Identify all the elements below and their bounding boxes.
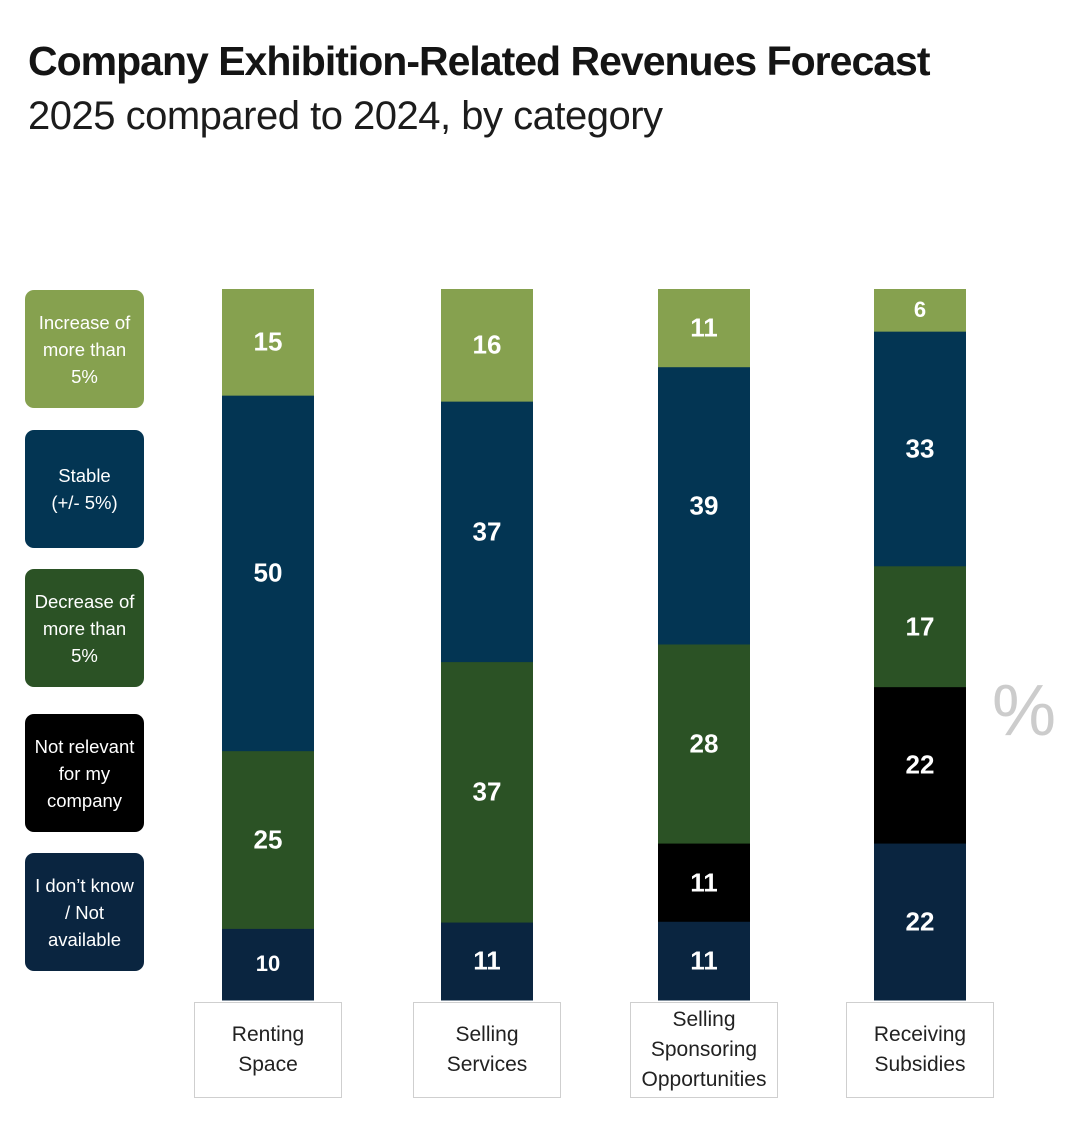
legend-text: available [47, 928, 121, 950]
data-label: 6 [913, 297, 927, 323]
legend-text: Not relevant [34, 735, 135, 757]
legend-text: I don’t know [35, 874, 134, 896]
data-label: 11 [690, 945, 718, 976]
chart-title: Company Exhibition-Related Revenues Fore… [28, 38, 931, 84]
bar-segment-increase [441, 289, 533, 403]
category-label: Receiving Subsidies [846, 1002, 994, 1098]
legend-text: 5% [71, 644, 98, 666]
bar-segment-unknown [441, 922, 533, 1001]
data-label: 17 [905, 611, 935, 642]
bar-segment-not-relevant [874, 687, 966, 845]
data-label: 22 [905, 906, 935, 937]
legend-item-increase: Increase of more than 5% [25, 290, 144, 408]
bar-segment-increase [222, 289, 314, 397]
legend-text: (+/- 5%) [51, 492, 118, 513]
bar-segment-unknown [222, 928, 314, 1001]
bar-segment-decrease [874, 566, 966, 688]
data-label: 37 [472, 776, 502, 807]
bar-segment-stable [222, 395, 314, 752]
category-label-line: Services [446, 1053, 528, 1076]
legend-item-stable: Stable (+/- 5%) [25, 430, 144, 548]
bar-segment-decrease [441, 662, 533, 924]
legend-text: for my [58, 762, 111, 784]
category-label-line: Selling [672, 1008, 736, 1031]
legend-text: more than [42, 338, 127, 360]
bar-segment-decrease [658, 644, 750, 845]
category-label: Renting Space [194, 1002, 342, 1098]
data-label: 11 [690, 867, 718, 898]
category-label-line: Space [238, 1053, 298, 1076]
data-label: 22 [905, 749, 935, 780]
legend-text: more than [42, 617, 127, 639]
legend-text: Increase of [38, 311, 131, 333]
bar-segment-decrease [222, 751, 314, 930]
data-label: 39 [689, 490, 719, 521]
data-label: 15 [253, 326, 283, 357]
legend-text: / Not [64, 901, 105, 923]
bar-segment-stable [441, 401, 533, 663]
category-label: Selling Sponsoring Opportunities [630, 1002, 778, 1098]
data-label: 16 [472, 329, 502, 360]
legend-text: Stable [58, 465, 111, 486]
legend-item-unknown: I don’t know / Not available [25, 853, 144, 971]
data-label: 10 [255, 951, 281, 977]
category-label-line: Sponsoring [650, 1038, 758, 1061]
legend-text: company [46, 789, 123, 811]
category-label-line: Receiving [873, 1023, 967, 1046]
data-label: 37 [472, 516, 502, 547]
data-label: 25 [253, 824, 283, 855]
bar-segment-stable [658, 367, 750, 645]
category-label-line: Opportunities [641, 1068, 767, 1091]
bar-segment-stable [874, 331, 966, 567]
legend-text: 5% [71, 365, 98, 387]
category-label-line: Subsidies [874, 1053, 966, 1076]
category-label-line: Renting [231, 1023, 305, 1046]
bar-segment-increase [874, 289, 966, 333]
data-label: 33 [905, 433, 935, 464]
unit-label: % [992, 671, 1057, 751]
data-label: 11 [690, 312, 718, 343]
category-label: Selling Services [413, 1002, 561, 1098]
legend-item-decrease: Decrease of more than 5% [25, 569, 144, 687]
bar-segment-unknown [658, 921, 750, 1001]
data-label: 28 [689, 728, 719, 759]
chart-subtitle: 2025 compared to 2024, by category [28, 94, 663, 138]
legend-item-not-relevant: Not relevant for my company [25, 714, 144, 832]
legend-text: Decrease of [34, 590, 135, 612]
category-label-line: Selling [455, 1023, 519, 1046]
bar-segment-increase [658, 289, 750, 368]
data-label: 11 [473, 945, 501, 976]
bar-segment-unknown [874, 843, 966, 1001]
data-label: 50 [253, 557, 283, 588]
bar-segment-not-relevant [658, 843, 750, 923]
